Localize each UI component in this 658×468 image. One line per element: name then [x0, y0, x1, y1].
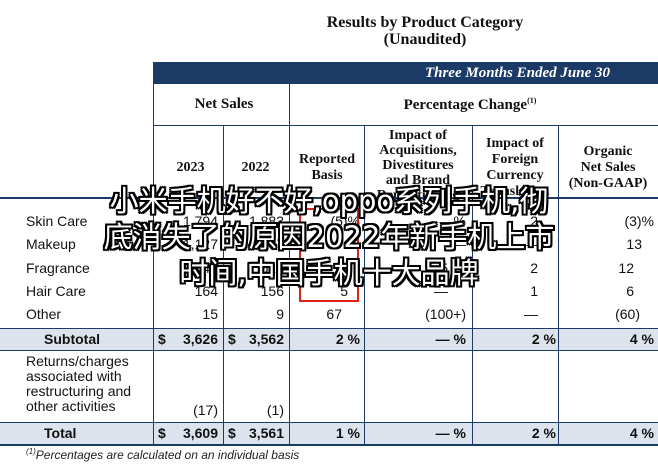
value-acq: —%	[439, 213, 466, 229]
table-row: Makeup 1,127 997 13 — — 13	[0, 235, 658, 257]
value-reported: (5)%	[330, 213, 360, 229]
overlay-caption-line2: 底消失了的原因2022年新手机上市	[103, 220, 555, 254]
value-2023: 545	[194, 260, 218, 276]
grid-line	[0, 350, 658, 351]
highlight-box	[299, 208, 359, 302]
subtotal-band	[0, 328, 658, 350]
value-2023: 1,127	[182, 236, 218, 252]
value-acq: —	[434, 283, 448, 299]
currency-symbol: $	[228, 425, 236, 441]
value-acq: — %	[435, 425, 466, 441]
value-organic: 6	[626, 283, 634, 299]
value-2023: 15	[202, 306, 218, 322]
value-organic: 4 %	[629, 331, 654, 347]
overlay-caption-line1: 小米手机好不好,oppo系列手机,彻	[109, 184, 549, 218]
overlay-caption-line3: 时间,中国手机十大品牌	[179, 256, 479, 290]
table-row: Other 15 9 67 (100+) — (60)	[0, 305, 658, 327]
row-label: Makeup	[26, 236, 76, 252]
grid-line	[223, 126, 224, 444]
value-reported: 5	[340, 283, 348, 299]
table-row: Skin Care 1,794 1,883 (5)% —% 2 (3)%	[0, 212, 658, 234]
report-title-line2: (Unaudited)	[383, 31, 467, 48]
value-fx: 2 %	[531, 425, 556, 441]
col-2023-header: 2023	[176, 160, 205, 175]
row-label: Skin Care	[26, 213, 88, 229]
grid-line	[558, 126, 559, 444]
grid-line	[289, 125, 658, 126]
value-acq: (100+)	[425, 306, 466, 322]
grid-line	[153, 125, 289, 126]
header-rule	[0, 197, 658, 199]
value-organic: 13	[626, 236, 642, 252]
value-reported: 67	[326, 306, 342, 322]
value-acq: — %	[435, 331, 466, 347]
period-header: Three Months Ended June 30	[424, 65, 610, 81]
value-2022: 9	[276, 306, 284, 322]
total-band	[0, 422, 658, 444]
grid-line	[289, 84, 290, 444]
value-organic: 4 %	[629, 425, 654, 441]
col-reported-header: Reported Basis	[299, 152, 355, 183]
subtotal-row: Subtotal $ 3,626 $ 3,562 2 % — % 2 % 4 %	[0, 330, 658, 352]
returns-charges-label: Returns/charges associated with restruct…	[26, 353, 132, 414]
value-2022: 997	[260, 236, 284, 252]
value-2023: 1,794	[182, 213, 218, 229]
value-2023: 3,626	[182, 331, 218, 347]
row-label: Fragrance	[26, 260, 90, 276]
value-2023: 3,609	[182, 425, 218, 441]
value-organic: 12	[618, 260, 634, 276]
value-reported: 1 %	[335, 425, 360, 441]
currency-symbol: $	[158, 425, 166, 441]
net-sales-group-header: Net Sales	[194, 96, 254, 112]
value-2022: 156	[260, 283, 284, 299]
value-2022: 3,561	[248, 425, 284, 441]
value-fx: 1	[530, 283, 538, 299]
value-reported: 2 %	[335, 331, 360, 347]
value-fx: 2 %	[531, 331, 556, 347]
col-2022-header: 2022	[241, 160, 270, 175]
table-row: Hair Care 164 156 5 — 1 6	[0, 282, 658, 304]
currency-symbol: $	[228, 331, 236, 347]
value-fx: —	[524, 306, 538, 322]
period-header-bar: Three Months Ended June 30	[153, 62, 658, 84]
grid-line	[153, 62, 154, 444]
col-acq-header: Impact of Acquisitions, Divestitures and Br…	[376, 128, 460, 203]
value-organic: (60)	[615, 306, 640, 322]
value-2022: 1,883	[248, 213, 284, 229]
col-organic-header: Organic Net Sales (Non-GAAP)	[568, 144, 648, 191]
row-label: Other	[26, 306, 62, 322]
value-acq: —	[452, 236, 466, 252]
report-title: Results by Product Category (Unaudited)	[300, 14, 550, 48]
row-label: Hair Care	[26, 283, 86, 299]
value-fx: 2	[530, 260, 538, 276]
col-fx-header: Impact of Foreign Currency Translation	[480, 136, 550, 199]
pct-change-group-header: Percentage Change(1)	[403, 96, 537, 113]
currency-symbol: $	[158, 331, 166, 347]
value-2023: 164	[194, 283, 218, 299]
grid-line	[364, 126, 365, 444]
returns-value-2023: (17)	[193, 402, 218, 418]
total-row: Total $ 3,609 $ 3,561 1 % — % 2 % 4 %	[0, 424, 658, 446]
report-title-line1: Results by Product Category	[326, 14, 524, 31]
table-row: Fragrance 545 517 5 5 2 12	[0, 259, 658, 281]
value-organic: (3)%	[624, 213, 654, 229]
grid-line	[0, 422, 658, 423]
value-acq: 5	[440, 260, 448, 276]
value-reported: 13	[344, 236, 360, 252]
value-fx: —	[524, 236, 538, 252]
total-label: Total	[44, 425, 77, 441]
grid-line	[472, 126, 473, 444]
value-2022: 3,562	[248, 331, 284, 347]
footnote: (1)Percentages are calculated on an indi…	[26, 447, 300, 462]
subtotal-label: Subtotal	[44, 331, 100, 347]
value-fx: 2	[530, 213, 538, 229]
grid-line	[0, 328, 658, 329]
value-2022: 517	[260, 260, 284, 276]
returns-value-2022: (1)	[266, 402, 284, 418]
grid-line	[0, 444, 658, 446]
value-reported: 5	[340, 260, 348, 276]
